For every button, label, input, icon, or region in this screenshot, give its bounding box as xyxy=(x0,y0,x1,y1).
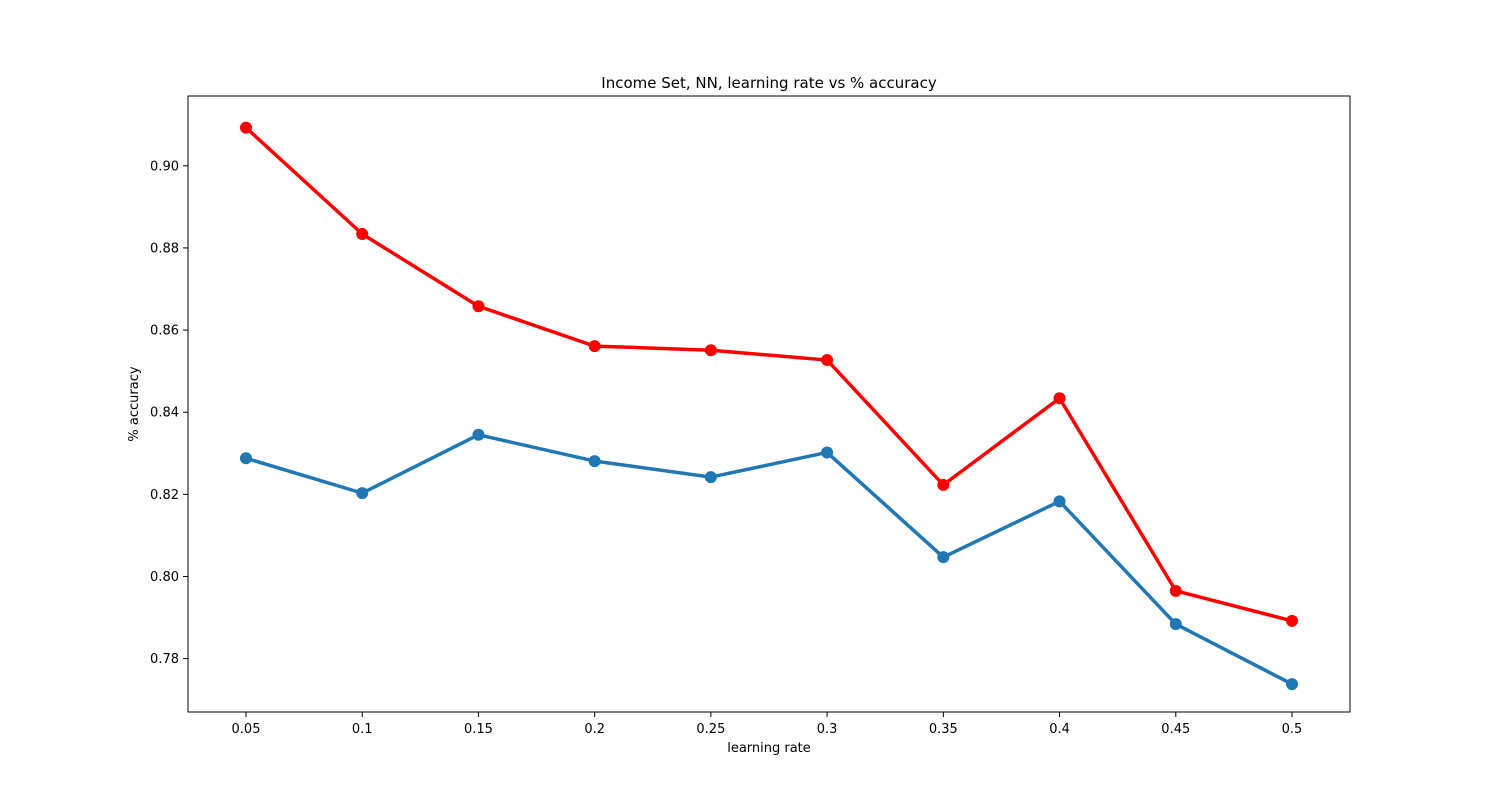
y-tick-label: 0.78 xyxy=(150,652,179,667)
series-1-point xyxy=(1053,392,1066,405)
series-2-point xyxy=(588,455,601,468)
series-2-point xyxy=(821,446,834,459)
series-2-point xyxy=(704,471,717,484)
series-1-point xyxy=(821,354,834,367)
series-1-point xyxy=(472,300,485,313)
plot-area: 0.05 0.1 0.15 0.2 0.25 0.3 0.35 0.4 0.45 0.5 0.78 0… xyxy=(150,95,1351,737)
series-1-point xyxy=(704,344,717,357)
y-tick-label: 0.80 xyxy=(150,570,179,585)
series-line-2 xyxy=(244,433,1294,686)
x-tick-label: 0.25 xyxy=(696,722,725,737)
x-tick-label: 0.05 xyxy=(232,722,261,737)
chart-title: Income Set, NN, learning rate vs % accur… xyxy=(601,74,937,92)
series-1-point xyxy=(1169,584,1182,597)
series-1-point xyxy=(356,227,369,240)
series-1-point xyxy=(240,121,252,134)
y-tick-label: 0.84 xyxy=(150,406,179,421)
series-1-point xyxy=(588,340,601,353)
y-tick-label: 0.88 xyxy=(150,241,179,256)
series-1-point xyxy=(1286,614,1298,627)
series-2-point xyxy=(356,487,369,500)
series-2-point xyxy=(1286,678,1298,691)
series-2-point xyxy=(1169,618,1182,631)
y-tick-label: 0.90 xyxy=(150,159,179,174)
x-tick-label: 0.3 xyxy=(817,722,838,737)
x-tick-label: 0.15 xyxy=(464,722,493,737)
x-tick-label: 0.4 xyxy=(1049,722,1070,737)
series-2-point xyxy=(472,428,485,441)
x-tick-label: 0.5 xyxy=(1282,722,1303,737)
series-2-point xyxy=(1053,495,1066,508)
series-2-point xyxy=(937,551,950,564)
y-tick-label: 0.82 xyxy=(150,488,179,503)
x-tick-label: 0.2 xyxy=(584,722,605,737)
x-axis-label: learning rate xyxy=(727,741,811,756)
x-tick-label: 0.45 xyxy=(1161,722,1190,737)
y-axis-label: % accuracy xyxy=(127,366,142,441)
x-tick-label: 0.1 xyxy=(352,722,373,737)
series-1-point xyxy=(937,478,950,491)
series-line-1 xyxy=(244,125,1294,623)
y-tick-label: 0.86 xyxy=(150,324,179,339)
x-tick-label: 0.35 xyxy=(929,722,958,737)
plot-frame xyxy=(187,95,1351,713)
series-2-point xyxy=(240,452,252,465)
